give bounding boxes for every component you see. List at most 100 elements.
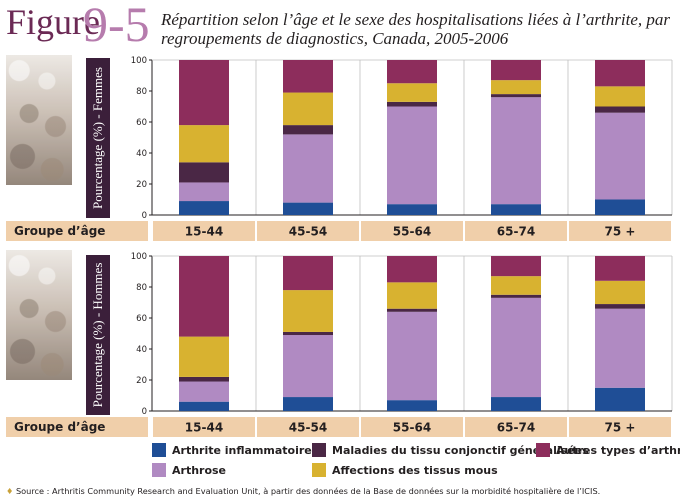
bar-segment-femmes-arthrose	[283, 134, 333, 203]
bar-segment-femmes-arthrose	[595, 112, 645, 200]
y-tick-label-hommes: 20	[136, 376, 147, 386]
y-tick-label-hommes: 40	[136, 345, 147, 355]
source-bullet-icon: ♦	[6, 486, 14, 496]
bar-segment-femmes-arthrose	[387, 106, 437, 205]
bar-segment-femmes-affections_tissus_mous	[283, 92, 333, 126]
bar-segment-hommes-autres_types	[387, 256, 437, 283]
legend-item-arthrite_inflammatoire: Arthrite inflammatoire	[152, 443, 312, 457]
age-group-label-hommes: 55-64	[393, 421, 431, 435]
age-group-label-hommes: 15-44	[185, 421, 223, 435]
bar-segment-hommes-arthrose	[387, 311, 437, 401]
source-note: ♦ Source : Arthritis Community Research …	[6, 486, 600, 496]
bar-segment-femmes-autres_types	[491, 60, 541, 81]
age-group-header-hommes	[6, 417, 148, 437]
bar-segment-femmes-maladies_tissu_conjonctif	[491, 94, 541, 98]
age-group-cell-hommes	[361, 417, 463, 437]
legend-swatch-arthrite_inflammatoire	[152, 443, 166, 457]
bar-segment-femmes-arthrite_inflammatoire	[179, 201, 229, 215]
y-tick-label-femmes: 0	[142, 211, 147, 221]
age-group-cell-femmes	[361, 221, 463, 241]
bar-segment-hommes-arthrose	[179, 381, 229, 402]
bar-segment-femmes-arthrite_inflammatoire	[387, 204, 437, 215]
age-group-label-hommes: 45-54	[289, 421, 327, 435]
bar-segment-femmes-arthrose	[179, 182, 229, 202]
y-tick-label-hommes: 0	[142, 407, 147, 417]
age-group-cell-hommes	[569, 417, 671, 437]
legend-swatch-affections_tissus_mous	[312, 463, 326, 477]
legend-item-maladies_tissu_conjonctif: Maladies du tissu conjonctif généralisée…	[312, 443, 589, 457]
bar-segment-hommes-affections_tissus_mous	[595, 280, 645, 305]
bar-segment-femmes-maladies_tissu_conjonctif	[179, 162, 229, 183]
crowd-photo-top	[6, 55, 72, 185]
age-group-label-femmes: 15-44	[185, 225, 223, 239]
bar-segment-femmes-arthrite_inflammatoire	[491, 204, 541, 215]
bar-segment-hommes-arthrite_inflammatoire	[595, 387, 645, 411]
bar-segment-femmes-autres_types	[387, 60, 437, 84]
legend-label-arthrite_inflammatoire: Arthrite inflammatoire	[172, 443, 312, 457]
bar-segment-hommes-maladies_tissu_conjonctif	[491, 294, 541, 298]
bar-segment-femmes-arthrose	[491, 97, 541, 205]
age-group-label-bottom: Groupe d’âge	[14, 420, 106, 434]
bar-segment-hommes-arthrite_inflammatoire	[491, 397, 541, 411]
bar-segment-hommes-arthrose	[283, 335, 333, 398]
legend-item-affections_tissus_mous: Affections des tissus mous	[312, 463, 498, 477]
bar-segment-femmes-maladies_tissu_conjonctif	[387, 101, 437, 107]
bar-segment-hommes-arthrite_inflammatoire	[283, 397, 333, 411]
age-group-cell-femmes	[153, 221, 255, 241]
bar-segment-hommes-affections_tissus_mous	[283, 290, 333, 332]
bar-segment-hommes-maladies_tissu_conjonctif	[387, 308, 437, 312]
bar-segment-femmes-affections_tissus_mous	[387, 83, 437, 102]
bar-segment-hommes-maladies_tissu_conjonctif	[179, 376, 229, 382]
legend: Arthrite inflammatoire Maladies du tissu …	[152, 443, 680, 483]
source-text: Source : Arthritis Community Research an…	[15, 486, 601, 496]
age-group-cell-hommes	[465, 417, 567, 437]
bar-segment-hommes-maladies_tissu_conjonctif	[595, 304, 645, 309]
y-tick-label-femmes: 60	[136, 118, 147, 128]
bar-segment-hommes-arthrose	[491, 297, 541, 398]
legend-label-maladies_tissu_conjonctif: Maladies du tissu conjonctif généralisée…	[332, 443, 589, 457]
legend-item-autres_types: Autres types d’arthrite	[536, 443, 680, 457]
y-tick-label-femmes: 100	[131, 56, 147, 66]
crowd-photo-bottom	[6, 250, 72, 380]
age-group-cell-femmes	[569, 221, 671, 241]
figure-title: Répartition selon l’âge et le sexe des h…	[161, 10, 670, 48]
y-axis-label-femmes: Pourcentage (%) - Femmes	[86, 58, 110, 218]
bar-segment-hommes-affections_tissus_mous	[491, 276, 541, 295]
y-tick-label-femmes: 20	[136, 180, 147, 190]
legend-swatch-maladies_tissu_conjonctif	[312, 443, 326, 457]
y-tick-label-femmes: 40	[136, 149, 147, 159]
bar-segment-hommes-autres_types	[595, 256, 645, 281]
bar-segment-femmes-maladies_tissu_conjonctif	[595, 106, 645, 113]
y-tick-label-hommes: 60	[136, 314, 147, 324]
bar-segment-femmes-affections_tissus_mous	[595, 86, 645, 107]
bar-segment-femmes-autres_types	[283, 60, 333, 93]
age-group-label-femmes: 45-54	[289, 225, 327, 239]
legend-label-affections_tissus_mous: Affections des tissus mous	[332, 463, 498, 477]
bar-segment-femmes-arthrite_inflammatoire	[595, 199, 645, 215]
bar-segment-hommes-affections_tissus_mous	[387, 282, 437, 309]
legend-swatch-autres_types	[536, 443, 550, 457]
age-group-cell-hommes	[153, 417, 255, 437]
age-group-label-femmes: 55-64	[393, 225, 431, 239]
age-group-label-femmes: 75 +	[605, 225, 636, 239]
bar-segment-femmes-autres_types	[179, 60, 229, 126]
legend-label-autres_types: Autres types d’arthrite	[556, 443, 680, 457]
y-tick-label-hommes: 80	[136, 283, 147, 293]
figure-word: Figure	[6, 2, 100, 42]
age-group-label-femmes: 65-74	[497, 225, 535, 239]
bar-segment-femmes-maladies_tissu_conjonctif	[283, 125, 333, 135]
age-group-header-femmes	[6, 221, 148, 241]
age-group-cell-hommes	[257, 417, 359, 437]
y-tick-label-hommes: 100	[131, 252, 147, 262]
bar-segment-femmes-arthrite_inflammatoire	[283, 202, 333, 215]
age-group-label-top: Groupe d’âge	[14, 224, 106, 238]
bar-segment-femmes-affections_tissus_mous	[179, 125, 229, 163]
age-group-label-hommes: 75 +	[605, 421, 636, 435]
bar-segment-hommes-autres_types	[283, 256, 333, 291]
bar-segment-hommes-affections_tissus_mous	[179, 336, 229, 377]
bar-segment-hommes-autres_types	[179, 256, 229, 337]
bar-segment-femmes-affections_tissus_mous	[491, 80, 541, 95]
bar-segment-hommes-maladies_tissu_conjonctif	[283, 331, 333, 336]
age-group-cell-femmes	[257, 221, 359, 241]
